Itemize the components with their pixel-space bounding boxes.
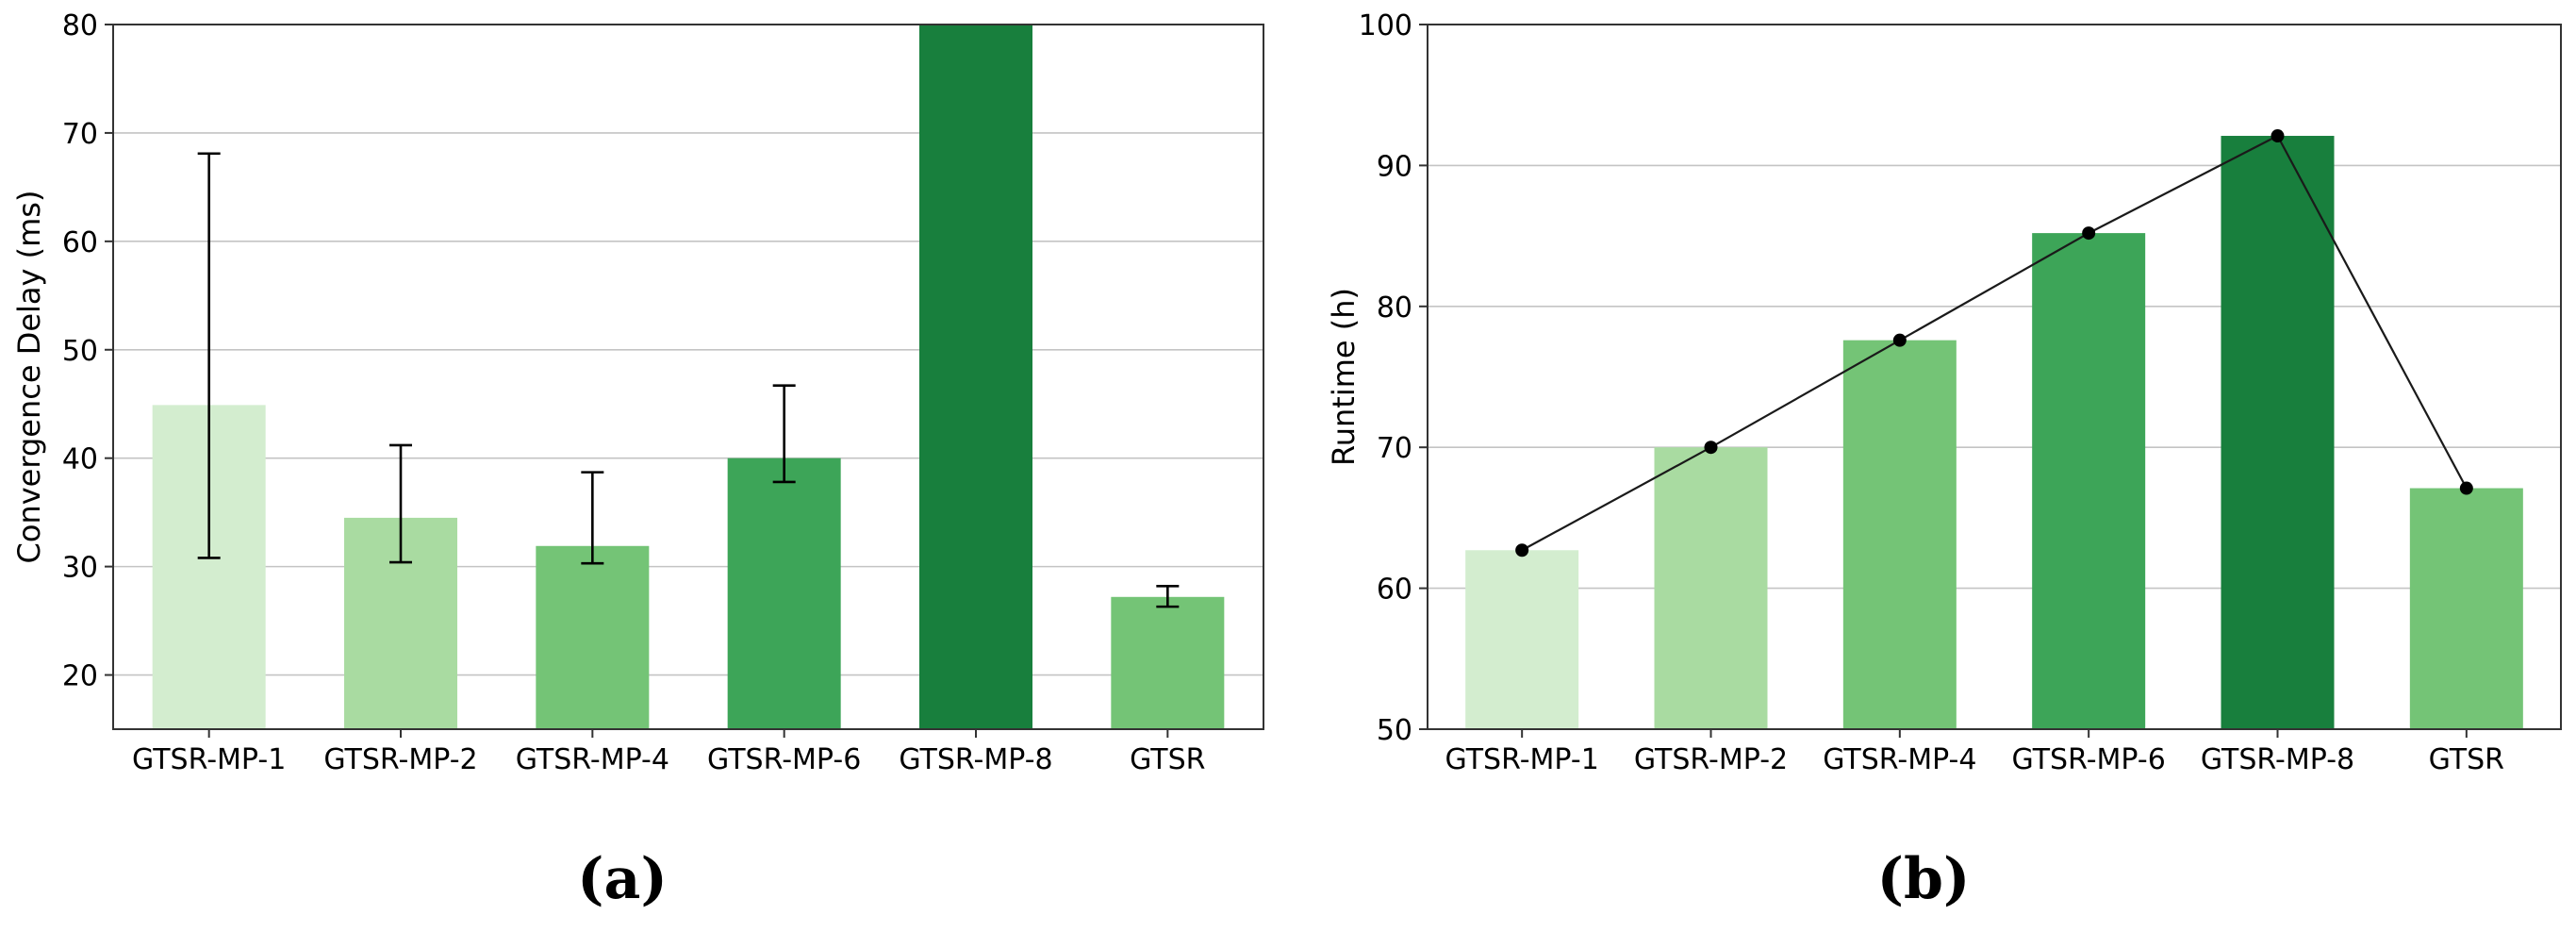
line-point <box>1892 333 1907 347</box>
y-tick-label: 70 <box>1377 432 1412 465</box>
y-tick-label: 30 <box>62 552 98 585</box>
y-tick-label: 60 <box>62 226 98 259</box>
y-tick-label: 20 <box>62 660 98 693</box>
y-tick-label: 40 <box>62 443 98 476</box>
bar <box>1465 550 1579 729</box>
chart-panel-b: 50 60 70 80 90 100 GTSR-MP-1 GTSR-MP-2 GTSR-MP-4… <box>1326 9 2562 912</box>
x-tick-label: GTSR-MP-6 <box>707 743 861 776</box>
x-tick-label: GTSR <box>1130 743 1205 776</box>
y-tick-label: 50 <box>1377 714 1412 747</box>
bar <box>1654 447 1768 729</box>
line-point <box>2082 226 2096 241</box>
y-tick-label: 80 <box>62 9 98 42</box>
x-tick-label: GTSR-MP-4 <box>1823 743 1976 776</box>
line-point <box>2271 129 2285 143</box>
y-tick-label: 90 <box>1377 150 1412 183</box>
bar <box>536 545 650 729</box>
x-tick-label: GTSR-MP-4 <box>516 743 669 776</box>
x-tick-label: GTSR-MP-8 <box>2201 743 2354 776</box>
y-tick-label: 80 <box>1377 291 1412 325</box>
x-tick-label: GTSR-MP-2 <box>323 743 477 776</box>
line-point <box>1704 441 1718 455</box>
panel-label: (a) <box>577 846 668 912</box>
bar <box>1842 340 1957 729</box>
y-axis-label: Convergence Delay (ms) <box>11 191 47 564</box>
x-tick-label: GTSR-MP-2 <box>1634 743 1788 776</box>
axes-frame <box>1427 24 2562 730</box>
chart-panel-a: 20 30 40 50 60 70 80 GTSR-MP-1 GTSR-MP-2 GTSR-MP-… <box>11 9 1264 912</box>
axes-frame <box>112 24 1264 730</box>
x-tick-label: GTSR-MP-6 <box>2012 743 2166 776</box>
bar <box>2032 233 2146 729</box>
panel-label: (b) <box>1877 846 1971 912</box>
bar <box>727 458 841 729</box>
x-tick-label: GTSR-MP-1 <box>132 743 286 776</box>
y-tick-label: 70 <box>62 118 98 151</box>
series-line <box>1521 134 2468 552</box>
bar <box>2221 136 2335 729</box>
y-tick-label: 60 <box>1377 574 1412 607</box>
y-tick-label: 100 <box>1359 9 1412 42</box>
x-tick-label: GTSR <box>2429 743 2504 776</box>
bar <box>2409 488 2523 729</box>
y-tick-label: 50 <box>62 335 98 368</box>
y-axis-label: Runtime (h) <box>1326 288 1362 466</box>
bar <box>1111 596 1225 729</box>
line-point <box>1515 543 1529 558</box>
x-tick-label: GTSR-MP-1 <box>1445 743 1599 776</box>
bar <box>919 25 1032 729</box>
line-point <box>2459 481 2473 495</box>
x-tick-label: GTSR-MP-8 <box>899 743 1052 776</box>
